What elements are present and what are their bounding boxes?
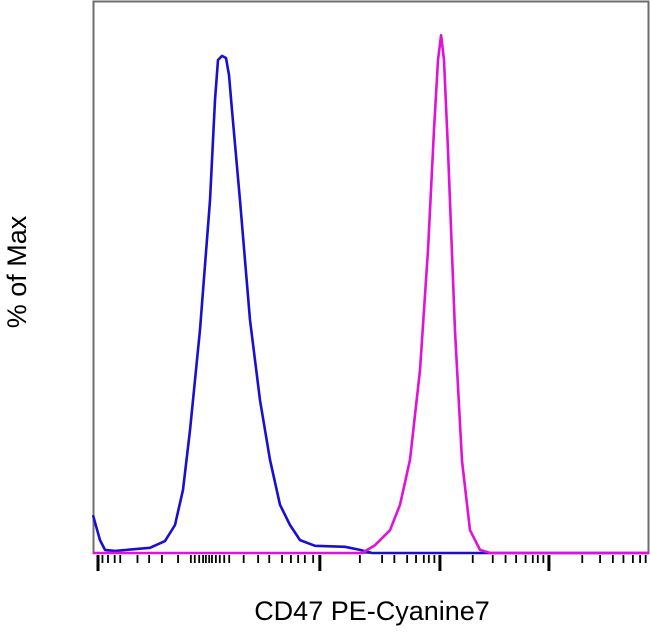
y-axis-label: % of Max: [2, 215, 32, 328]
histogram-series-2: [93, 33, 649, 555]
x-axis-label: CD47 PE-Cyanine7: [254, 596, 490, 626]
series-lines: [91, 33, 649, 555]
histogram-series-1: [91, 54, 649, 555]
plot-frame: [92, 0, 650, 554]
x-axis-ticks: [96, 555, 647, 571]
